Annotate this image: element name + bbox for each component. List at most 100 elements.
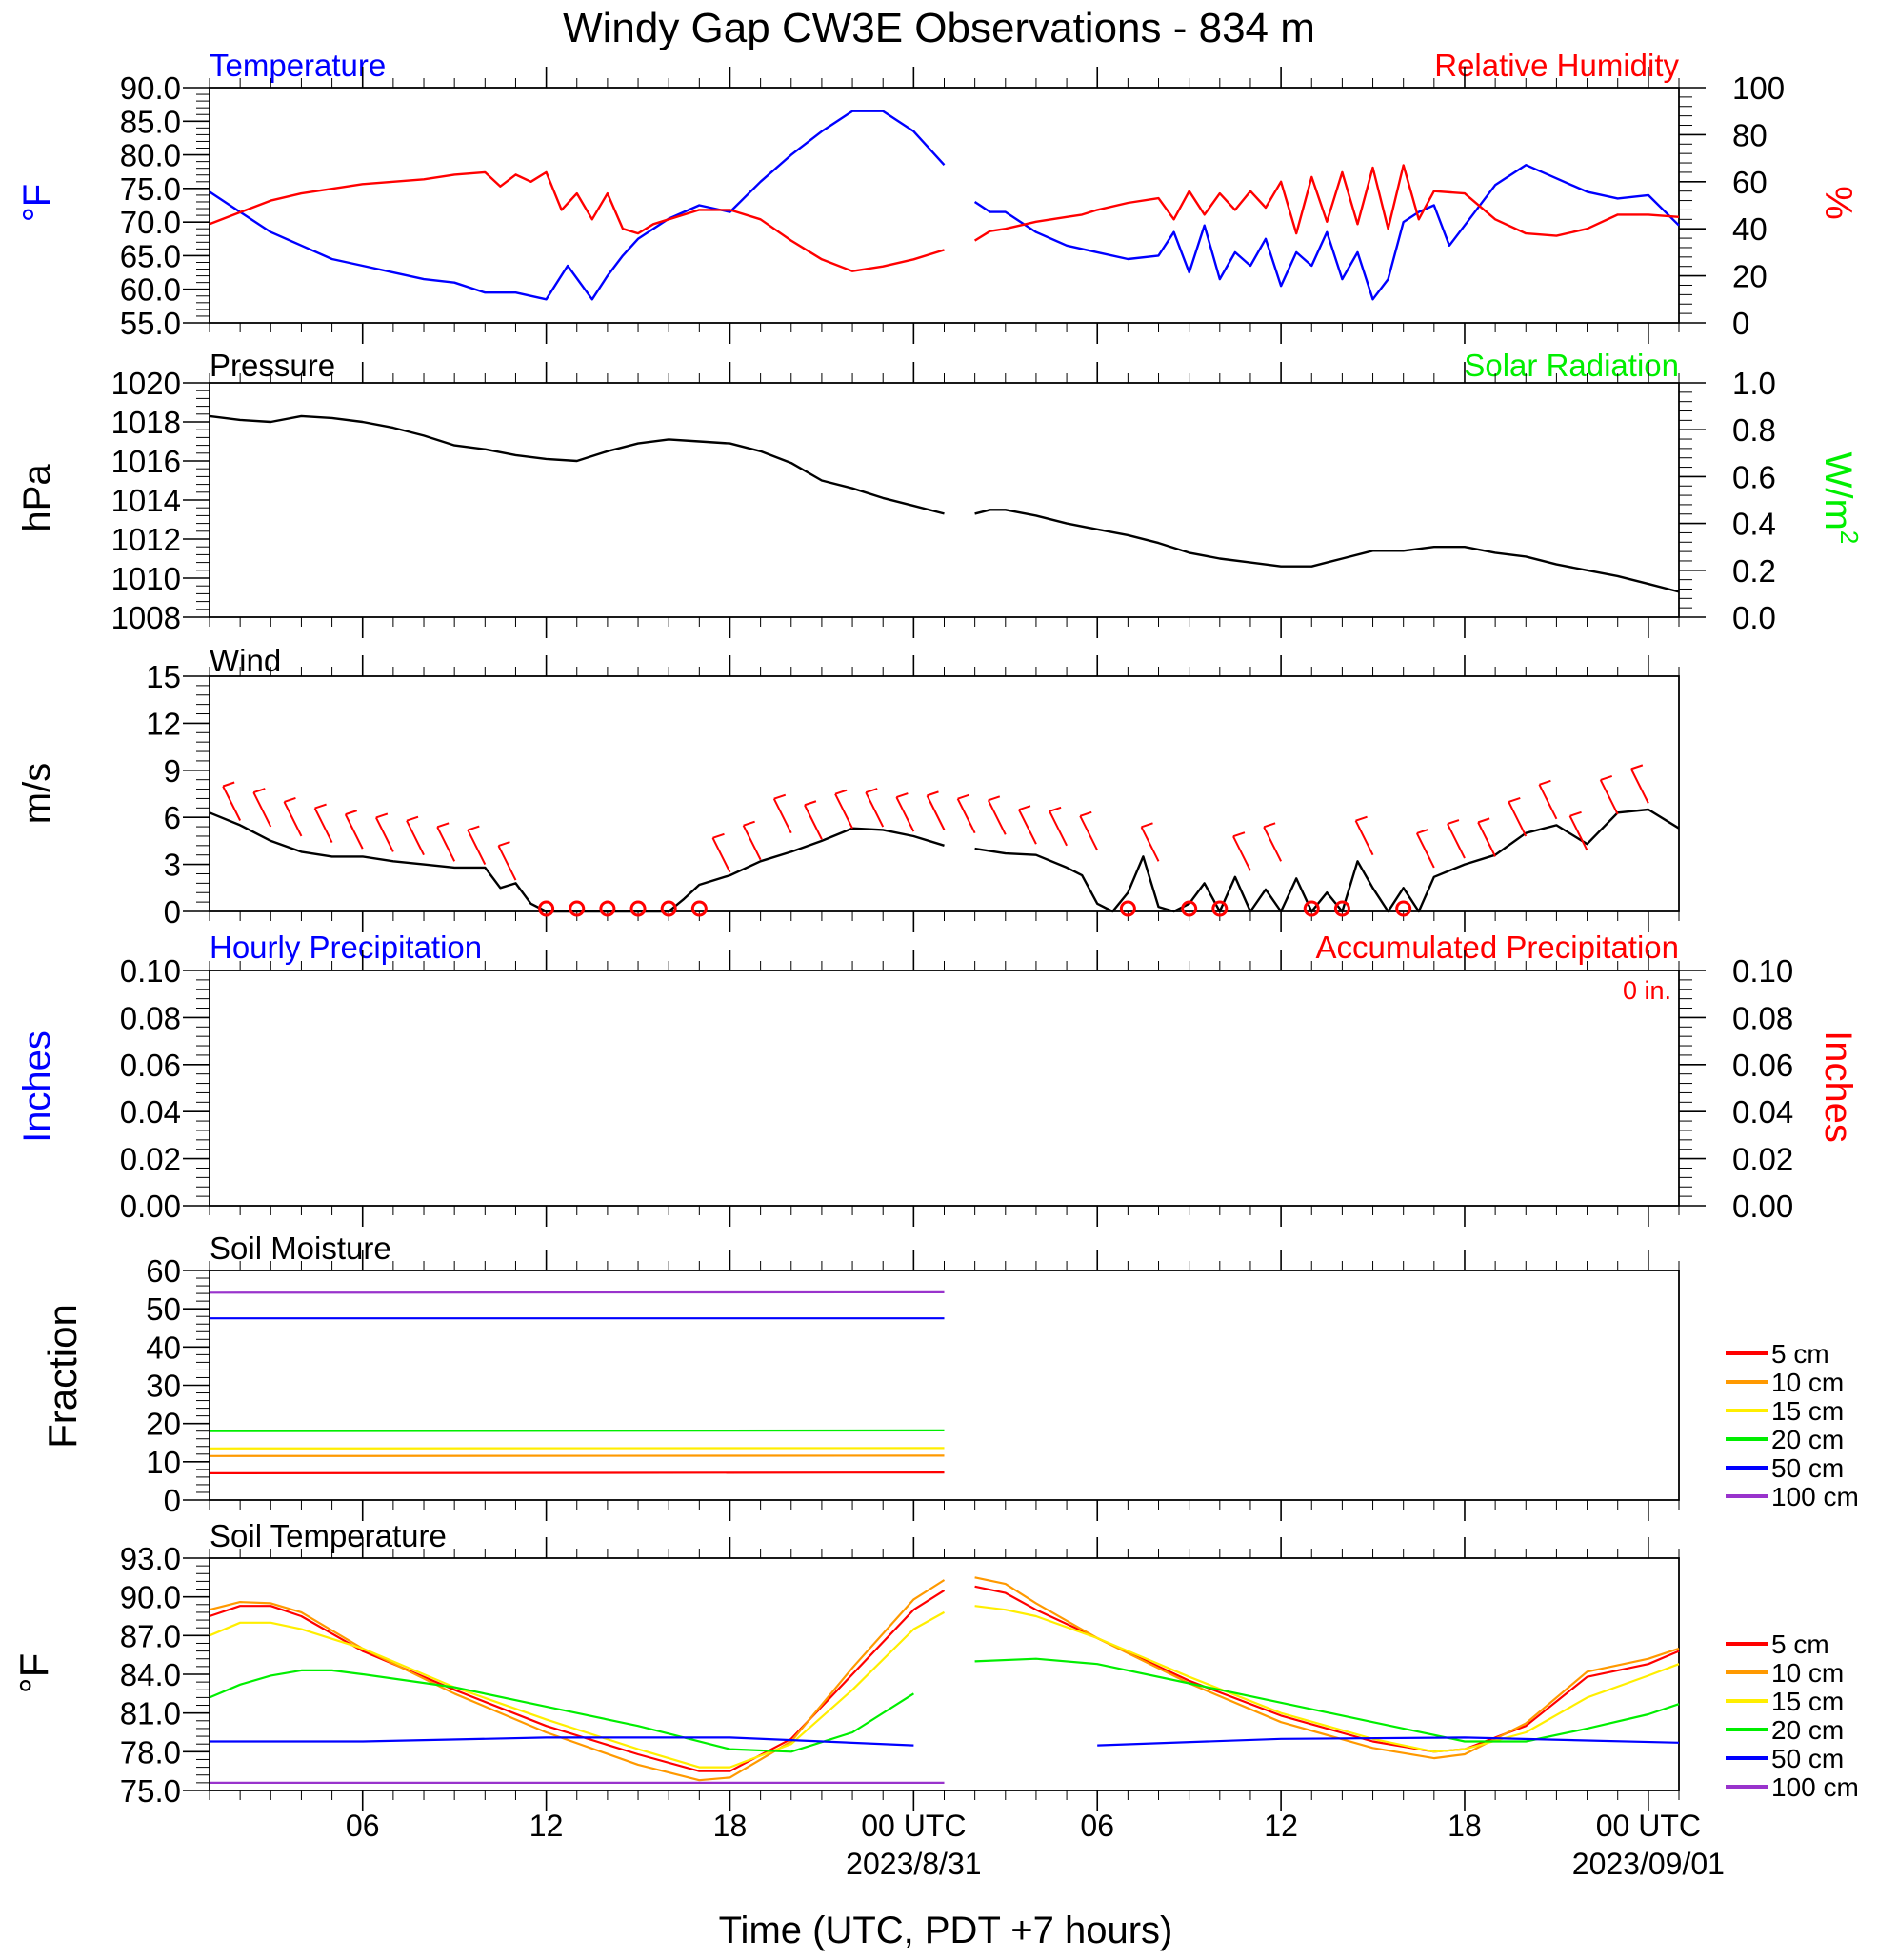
wind-barb-staff — [1079, 815, 1099, 851]
precip-total-annotation: 0 in. — [1623, 976, 1671, 1005]
wind-barb-staff — [1599, 779, 1619, 815]
panel-title-solar: Solar Radiation — [1464, 348, 1679, 383]
soil_temp-series-0 — [209, 1585, 1680, 1772]
wind-barb-flag — [1049, 806, 1062, 812]
soil_moisture-legend-label: 15 cm — [1771, 1396, 1844, 1426]
soil_temp-series-3 — [209, 1657, 1680, 1753]
calm-wind-marker — [1395, 900, 1412, 917]
calm-wind-marker — [599, 900, 616, 917]
time-axis: 06 12 18 00 UTC 2023/8/31 06 12 18 00 UTC 2023/09… — [346, 1809, 1725, 1881]
soil_temp-legend-label: 20 cm — [1771, 1715, 1844, 1745]
soil_temp-legend-label: 10 cm — [1771, 1658, 1844, 1688]
soil_temp-left-tick-label: 90.0 — [120, 1580, 181, 1615]
x-tick-label: 18 — [1448, 1809, 1482, 1843]
wind-barb-flag — [1477, 817, 1490, 824]
temp_rh-left-tick-label: 65.0 — [120, 238, 181, 273]
wind-left-tick-label: 6 — [164, 800, 181, 835]
wind-barb-staff — [772, 798, 792, 834]
wind-frame — [209, 675, 1680, 912]
soil_temp-left-tick-label: 75.0 — [120, 1773, 181, 1809]
wind-barb-staff — [742, 825, 762, 861]
wind-barb-staff — [1263, 826, 1282, 862]
soil_temp-series-2 — [209, 1605, 1680, 1769]
temp_rh-left-tick-label: 80.0 — [120, 138, 181, 173]
precip-left-tick-label: 0.06 — [120, 1048, 181, 1083]
wind-barb-flag — [834, 789, 848, 795]
calm-wind-marker — [569, 900, 586, 917]
wind-barb-staff — [1508, 801, 1528, 837]
ylabel-temperature: °F — [16, 184, 58, 222]
wind-barb-flag — [927, 790, 939, 797]
wind-barb-flag — [1141, 822, 1153, 829]
pressure_solar-left-tick-label: 1008 — [111, 600, 181, 635]
wind-barb-staff — [1447, 823, 1466, 859]
ylabel-solar: W/m2 — [1817, 452, 1864, 545]
x-date-label: 2023/09/01 — [1572, 1847, 1725, 1881]
soil_moisture-left-tick-label: 10 — [146, 1445, 181, 1480]
temp_rh-right-tick-label: 100 — [1732, 70, 1785, 106]
pressure_solar-left-tick-label: 1018 — [111, 405, 181, 440]
soil_temp-legend-label: 100 cm — [1771, 1772, 1859, 1802]
soil_temp-left-tick-label: 93.0 — [120, 1541, 181, 1576]
wind-barb-flag — [406, 815, 419, 822]
wind-barb-flag — [1508, 797, 1521, 803]
panel-title-soil-temperature: Soil Temperature — [210, 1518, 447, 1553]
wind-barb-flag — [1232, 831, 1246, 838]
wind-barb-staff — [804, 804, 823, 840]
soil_moisture-series-0 — [210, 1472, 1679, 1473]
wind-barb-staff — [956, 798, 976, 834]
wind-barb-staff — [497, 845, 517, 881]
pressure_solar-left-tick-label: 1016 — [111, 444, 181, 479]
wind-barb-flag — [284, 797, 296, 803]
temp_rh-left-tick-label: 85.0 — [120, 104, 181, 139]
calm-wind-marker — [629, 900, 647, 917]
soil_moisture-frame — [209, 1270, 1680, 1501]
ylabel-pressure: hPa — [16, 464, 58, 532]
wind-barb-flag — [743, 820, 755, 827]
panel-title-accum-precip: Accumulated Precipitation — [1315, 930, 1679, 965]
calm-wind-marker — [660, 900, 677, 917]
ylabel-wind: m/s — [16, 763, 58, 824]
wind-barb-flag — [314, 803, 327, 810]
temp_rh-frame — [209, 87, 1680, 324]
x-tick-label: 18 — [713, 1809, 748, 1843]
wind-barb-flag — [1569, 810, 1582, 817]
ylabel-soil-temperature: °F — [11, 1653, 56, 1693]
wind-barb-flag — [957, 793, 969, 800]
soil_temp-left-tick-label: 78.0 — [120, 1734, 181, 1770]
wind-barb-staff — [436, 826, 456, 862]
pressure_solar-right-tick-label: 0.8 — [1732, 412, 1776, 448]
wind-barb-staff — [711, 837, 731, 873]
wind-series-0 — [209, 808, 1680, 913]
precip-left-tick-label: 0.08 — [120, 1000, 181, 1035]
precip-right-tick-label: 0.10 — [1732, 953, 1793, 989]
soil_moisture-left-tick-label: 40 — [146, 1330, 181, 1365]
calm-wind-marker — [690, 900, 708, 917]
pressure_solar-right-tick-label: 0.6 — [1732, 459, 1776, 494]
wind-barb-staff — [895, 796, 915, 832]
temp_rh-series-1 — [209, 164, 1680, 272]
precip-frame — [209, 970, 1680, 1207]
temp_rh-left-tick-label: 75.0 — [120, 171, 181, 207]
pressure_solar-left-tick-label: 1012 — [111, 522, 181, 557]
wind-barb-staff — [313, 808, 333, 843]
ylabel-soil-moisture: Fraction — [40, 1304, 85, 1449]
x-tick-label: 00 UTC — [1596, 1809, 1701, 1843]
wind-barb-staff — [1477, 821, 1497, 857]
soil_temp-left-tick-label: 84.0 — [120, 1657, 181, 1692]
soil_moisture-left-tick-label: 20 — [146, 1407, 181, 1442]
wind-barb-staff — [1140, 826, 1160, 862]
pressure_solar-series-0 — [209, 414, 1680, 593]
pressure_solar-left-tick-label: 1020 — [111, 366, 181, 401]
precip-left-tick-label: 0.00 — [120, 1189, 181, 1224]
wind-barb-staff — [926, 794, 946, 830]
wind-barb-flag — [1018, 805, 1031, 811]
pressure_solar-frame — [209, 382, 1680, 618]
soil_temp-legend-label: 15 cm — [1771, 1687, 1844, 1716]
x-tick-label: 12 — [529, 1809, 564, 1843]
wind-barb-flag — [1630, 764, 1644, 770]
wind-barb-staff — [865, 791, 885, 828]
calm-wind-marker — [1119, 900, 1136, 917]
